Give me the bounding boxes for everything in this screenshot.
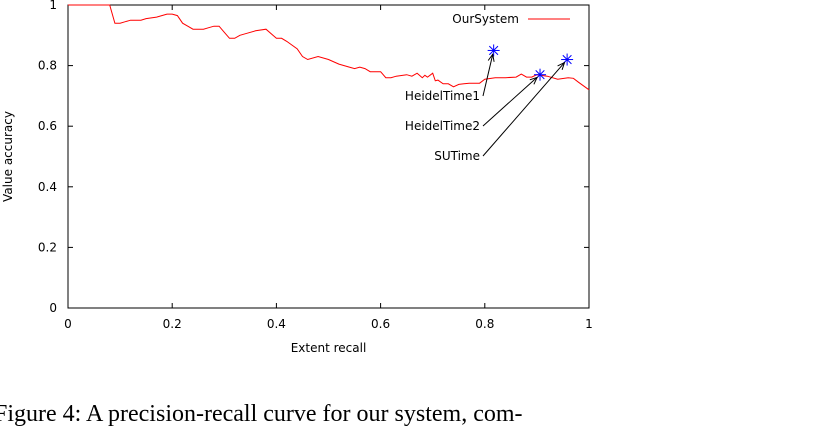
annotation-arrowhead xyxy=(529,76,539,85)
y-tick-label: 0 xyxy=(49,301,57,315)
x-tick-label: 0.4 xyxy=(267,317,286,331)
y-tick-label: 0.4 xyxy=(38,180,57,194)
ticks: 0 0.2 0.4 0.6 0.8 1 0 0.2 0.4 0.6 0.8 1 xyxy=(38,0,593,331)
points-layer xyxy=(487,44,574,81)
y-axis-title: Value accuracy xyxy=(1,111,15,202)
annotation-arrowhead xyxy=(557,61,566,70)
annotation-label-heideltime2: HeidelTime2 xyxy=(405,119,480,133)
y-tick-label: 0.2 xyxy=(38,240,57,254)
y-tick-label: 0.6 xyxy=(38,119,57,133)
x-tick-label: 0.8 xyxy=(475,317,494,331)
plot-frame xyxy=(67,4,590,309)
series-layer xyxy=(68,4,590,91)
series-line-oursystem xyxy=(68,4,590,91)
axes xyxy=(67,4,590,309)
chart: 0 0.2 0.4 0.6 0.8 1 0 0.2 0.4 0.6 0.8 1 HeidelTime1… xyxy=(1,0,593,355)
legend: OurSystem xyxy=(452,12,570,26)
point-heideltime1 xyxy=(487,44,500,57)
x-tick-label: 0 xyxy=(64,317,72,331)
legend-label: OurSystem xyxy=(452,12,519,26)
x-tick-label: 1 xyxy=(585,317,593,331)
annotation-arrow xyxy=(482,62,565,157)
annotation-label-sutime: SUTime xyxy=(434,149,480,163)
annotation-label-heideltime1: HeidelTime1 xyxy=(405,89,480,103)
annotation-arrowhead xyxy=(487,53,495,62)
axis-titles: Extent recall Value accuracy xyxy=(1,111,366,355)
x-tick-label: 0.6 xyxy=(371,317,390,331)
x-axis-title: Extent recall xyxy=(291,341,367,355)
annotation-arrow xyxy=(482,54,494,97)
y-tick-label: 1 xyxy=(49,0,57,12)
y-tick-label: 0.8 xyxy=(38,59,57,73)
annotation-arrow xyxy=(482,76,538,127)
figure-caption: Figure 4: A precision-recall curve for o… xyxy=(0,401,523,427)
x-tick-label: 0.2 xyxy=(163,317,182,331)
annotations: HeidelTime1 HeidelTime2 SUTime xyxy=(405,53,566,163)
